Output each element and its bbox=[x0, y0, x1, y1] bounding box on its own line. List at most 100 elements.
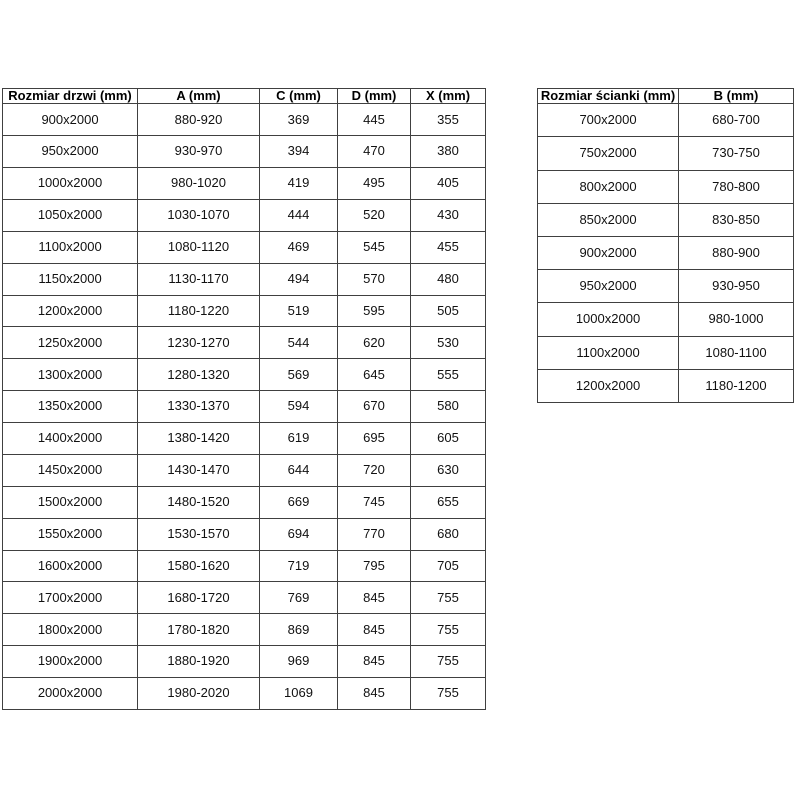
table-cell: 755 bbox=[410, 613, 486, 647]
table-cell: 755 bbox=[410, 677, 486, 710]
table-row: 1800x2000 1780-1820 869 845 755 bbox=[2, 613, 486, 647]
table-cell: 770 bbox=[337, 517, 411, 551]
table-cell: 850x2000 bbox=[537, 202, 679, 238]
table-cell: 580 bbox=[410, 390, 486, 424]
table-cell: 769 bbox=[259, 581, 338, 615]
column-header: A (mm) bbox=[137, 87, 260, 105]
table-row: 950x2000 930-950 bbox=[537, 269, 794, 304]
table-cell: 505 bbox=[410, 294, 486, 328]
table-cell: 605 bbox=[410, 422, 486, 455]
table-cell: 900x2000 bbox=[2, 103, 138, 137]
table-row: 1400x2000 1380-1420 619 695 605 bbox=[2, 422, 486, 455]
table-cell: 1580-1620 bbox=[137, 549, 260, 583]
table-cell: 470 bbox=[337, 135, 411, 169]
column-header: X (mm) bbox=[410, 87, 486, 105]
table-cell: 845 bbox=[337, 677, 411, 710]
table-cell: 980-1020 bbox=[137, 167, 260, 200]
table-cell: 480 bbox=[410, 262, 486, 296]
table-cell: 1430-1470 bbox=[137, 453, 260, 487]
table-cell: 1050x2000 bbox=[2, 198, 138, 232]
table-cell: 1450x2000 bbox=[2, 453, 138, 487]
table-cell: 1100x2000 bbox=[537, 335, 679, 370]
table-cell: 1700x2000 bbox=[2, 581, 138, 615]
table-cell: 445 bbox=[337, 103, 411, 137]
table-row: 2000x2000 1980-2020 1069 845 755 bbox=[2, 677, 486, 710]
table-cell: 1100x2000 bbox=[2, 230, 138, 264]
table-row: 1000x2000 980-1000 bbox=[537, 302, 794, 337]
table-cell: 1900x2000 bbox=[2, 645, 138, 679]
table-cell: 1600x2000 bbox=[2, 549, 138, 583]
table-cell: 720 bbox=[337, 453, 411, 487]
table-row: 1600x2000 1580-1620 719 795 705 bbox=[2, 549, 486, 583]
table-cell: 845 bbox=[337, 581, 411, 615]
header-row: Rozmiar drzwi (mm) A (mm) C (mm) D (mm) X (m… bbox=[2, 87, 486, 105]
table-cell: 950x2000 bbox=[537, 269, 679, 304]
table-cell: 930-950 bbox=[678, 269, 794, 304]
table-cell: 619 bbox=[259, 422, 338, 455]
table-row: 1250x2000 1230-1270 544 620 530 bbox=[2, 326, 486, 360]
table-cell: 1200x2000 bbox=[2, 294, 138, 328]
table-cell: 1250x2000 bbox=[2, 326, 138, 360]
column-header: B (mm) bbox=[678, 87, 794, 105]
table-row: 1500x2000 1480-1520 669 745 655 bbox=[2, 485, 486, 519]
table-row: 950x2000 930-970 394 470 380 bbox=[2, 135, 486, 169]
table-cell: 1300x2000 bbox=[2, 358, 138, 392]
wall-sizes-table: Rozmiar ścianki (mm) B (mm) 700x2000 680-70… bbox=[537, 87, 794, 404]
table-cell: 495 bbox=[337, 167, 411, 200]
table-cell: 1400x2000 bbox=[2, 422, 138, 455]
table-cell: 570 bbox=[337, 262, 411, 296]
table-cell: 1280-1320 bbox=[137, 358, 260, 392]
table-cell: 1200x2000 bbox=[537, 368, 679, 404]
table-cell: 1550x2000 bbox=[2, 517, 138, 551]
table-row: 1450x2000 1430-1470 644 720 630 bbox=[2, 453, 486, 487]
table-cell: 519 bbox=[259, 294, 338, 328]
table-cell: 800x2000 bbox=[537, 169, 679, 204]
table-cell: 1980-2020 bbox=[137, 677, 260, 710]
table-row: 1700x2000 1680-1720 769 845 755 bbox=[2, 581, 486, 615]
table-cell: 700x2000 bbox=[537, 103, 679, 138]
table-row: 700x2000 680-700 bbox=[537, 103, 794, 138]
table-cell: 1480-1520 bbox=[137, 485, 260, 519]
table-cell: 980-1000 bbox=[678, 302, 794, 337]
table-cell: 1330-1370 bbox=[137, 390, 260, 424]
table-cell: 1530-1570 bbox=[137, 517, 260, 551]
table-row: 1100x2000 1080-1100 bbox=[537, 335, 794, 370]
table-row: 1150x2000 1130-1170 494 570 480 bbox=[2, 262, 486, 296]
table-row: 800x2000 780-800 bbox=[537, 169, 794, 204]
table-cell: 680 bbox=[410, 517, 486, 551]
table-cell: 880-920 bbox=[137, 103, 260, 137]
table-cell: 780-800 bbox=[678, 169, 794, 204]
table-cell: 494 bbox=[259, 262, 338, 296]
table-cell: 750x2000 bbox=[537, 136, 679, 171]
table-cell: 1350x2000 bbox=[2, 390, 138, 424]
table-cell: 869 bbox=[259, 613, 338, 647]
table-cell: 569 bbox=[259, 358, 338, 392]
table-row: 1350x2000 1330-1370 594 670 580 bbox=[2, 390, 486, 424]
table-cell: 530 bbox=[410, 326, 486, 360]
table-cell: 1680-1720 bbox=[137, 581, 260, 615]
table-cell: 520 bbox=[337, 198, 411, 232]
table-row: 750x2000 730-750 bbox=[537, 136, 794, 171]
table-cell: 1800x2000 bbox=[2, 613, 138, 647]
header-row: Rozmiar ścianki (mm) B (mm) bbox=[537, 87, 794, 105]
table-cell: 1080-1120 bbox=[137, 230, 260, 264]
table-cell: 405 bbox=[410, 167, 486, 200]
table-cell: 719 bbox=[259, 549, 338, 583]
table-row: 900x2000 880-900 bbox=[537, 236, 794, 271]
table-cell: 394 bbox=[259, 135, 338, 169]
table-cell: 444 bbox=[259, 198, 338, 232]
table-cell: 845 bbox=[337, 645, 411, 679]
table-cell: 969 bbox=[259, 645, 338, 679]
table-cell: 469 bbox=[259, 230, 338, 264]
table-cell: 1080-1100 bbox=[678, 335, 794, 370]
table-cell: 1180-1200 bbox=[678, 368, 794, 404]
table-cell: 1180-1220 bbox=[137, 294, 260, 328]
table-row: 1000x2000 980-1020 419 495 405 bbox=[2, 167, 486, 200]
table-cell: 1230-1270 bbox=[137, 326, 260, 360]
table-row: 900x2000 880-920 369 445 355 bbox=[2, 103, 486, 137]
table-cell: 845 bbox=[337, 613, 411, 647]
door-sizes-table: Rozmiar drzwi (mm) A (mm) C (mm) D (mm) X (m… bbox=[2, 87, 486, 710]
table-cell: 545 bbox=[337, 230, 411, 264]
table-cell: 655 bbox=[410, 485, 486, 519]
